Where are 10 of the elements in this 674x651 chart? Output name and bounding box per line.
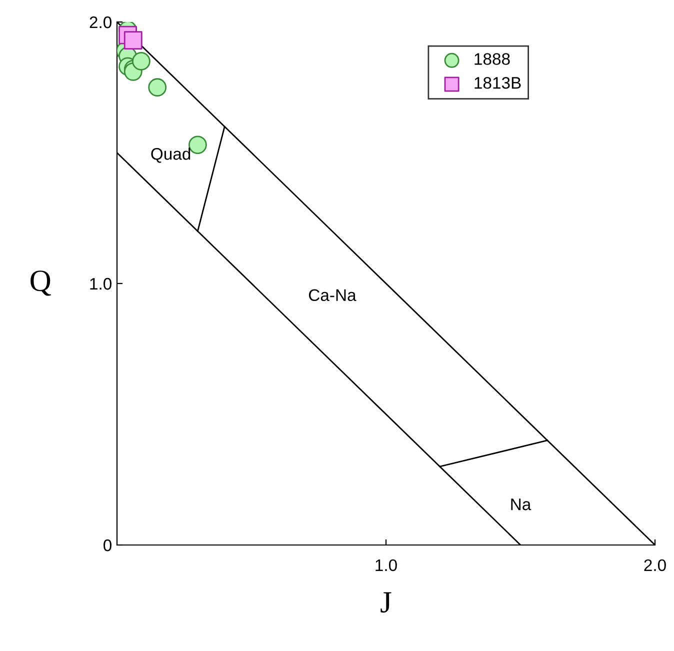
annotation: Ca-Na — [308, 289, 356, 302]
y-axis-title: Q — [30, 270, 51, 296]
y-tick-label: 1.0 — [90, 278, 112, 290]
legend-label: 1888 — [474, 53, 510, 65]
y-tick-label: 2.0 — [90, 16, 112, 28]
legend-label: 1813B — [474, 77, 521, 89]
annotation: Na — [511, 498, 532, 510]
annotation: Quad — [151, 148, 190, 163]
x-axis-title: J — [380, 592, 392, 613]
y-tick-label: 0 — [104, 539, 112, 552]
